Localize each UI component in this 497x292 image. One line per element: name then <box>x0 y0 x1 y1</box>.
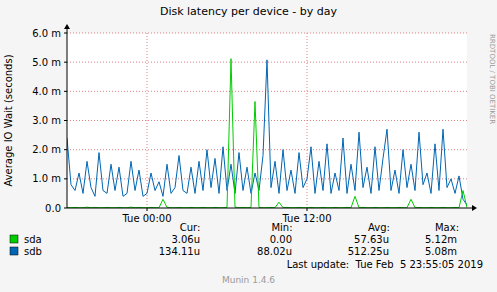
legend-header: Max: <box>435 222 459 233</box>
y-axis-label: Average IO Wait (seconds) <box>3 54 14 186</box>
tick-label: 0.0 <box>45 203 61 214</box>
grid-line <box>67 178 467 179</box>
tick-label: 5.0 m <box>32 57 61 68</box>
legend-label: sda <box>24 234 42 245</box>
footer: Last update: Tue Feb 5 23:55:05 2019 <box>287 259 483 270</box>
legend-stat: 134.11u <box>159 246 200 257</box>
grid-line <box>67 33 467 34</box>
background <box>0 0 497 292</box>
legend-label: sdb <box>24 246 42 257</box>
grid-line <box>147 33 148 208</box>
legend-header: Cur: <box>180 222 201 233</box>
legend-stat: 3.06u <box>171 234 200 245</box>
grid-line <box>67 149 467 150</box>
legend-stat: 512.25u <box>348 246 389 257</box>
x-axis-arrow <box>472 205 477 211</box>
grid-line <box>67 91 467 92</box>
tick-label: 2.0 m <box>32 144 61 155</box>
tick-label: 1.0 m <box>32 173 61 184</box>
series-group <box>67 59 467 208</box>
tick-label: 4.0 m <box>32 86 61 97</box>
legend-stat: 57.63u <box>354 234 389 245</box>
y-axis-arrow <box>64 24 70 29</box>
credit: Munin 1.4.6 <box>222 275 275 285</box>
series-line <box>67 59 467 208</box>
tick-label: 3.0 m <box>32 115 61 126</box>
chart: Disk latency per device - by day RRDTOOL … <box>0 0 497 292</box>
title: Disk latency per device - by day <box>160 5 338 18</box>
legend-stat: 88.02u <box>257 246 292 257</box>
legend-swatch <box>10 235 18 243</box>
tick-label: 6.0 m <box>32 28 61 39</box>
y-axis <box>67 28 68 208</box>
series-line <box>67 60 467 205</box>
plot-area <box>67 33 467 208</box>
legend-stat: 0.00 <box>270 234 292 245</box>
legend-header: Min: <box>271 222 292 233</box>
legend-header: Avg: <box>368 222 390 233</box>
legend-swatch <box>10 247 18 255</box>
tick-label: Tue 00:00 <box>121 213 171 224</box>
legend-stat: 5.08m <box>425 246 457 257</box>
grid-line <box>307 33 308 208</box>
side-label: RRDTOOL / TOBI OETIKER <box>488 34 496 124</box>
legend-stat: 5.12m <box>425 234 457 245</box>
x-axis <box>67 208 473 209</box>
grid-line <box>67 120 467 121</box>
